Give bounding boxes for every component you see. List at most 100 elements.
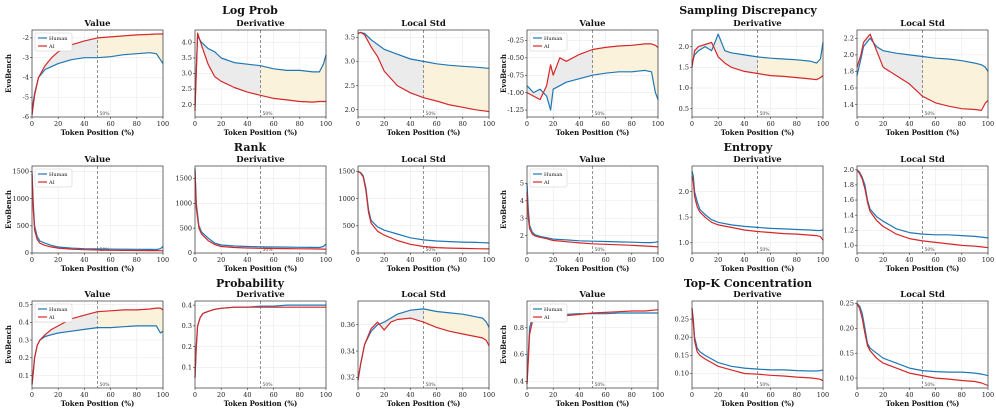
midpoint-marker-label: 50% bbox=[426, 382, 437, 388]
x-tick-label: 40 bbox=[80, 391, 88, 399]
midpoint-marker-label: 50% bbox=[760, 382, 771, 388]
y-tick-label: 0.10 bbox=[675, 370, 689, 378]
y-tick-label: 2.0 bbox=[182, 101, 192, 109]
y-tick-label: 1500 bbox=[338, 168, 355, 176]
x-tick-label: 40 bbox=[740, 391, 748, 399]
y-tick-label: 0.36 bbox=[341, 321, 355, 329]
axes-frame bbox=[856, 29, 989, 118]
x-tick-label: 40 bbox=[243, 391, 251, 399]
x-axis-label: Token Position (%) bbox=[556, 399, 630, 408]
midpoint-marker-label: 50% bbox=[925, 247, 936, 253]
x-tick-label: 100 bbox=[982, 391, 994, 399]
y-axis-label: EvoBench bbox=[499, 190, 508, 229]
axes-frame bbox=[526, 300, 659, 389]
x-axis-label: Token Position (%) bbox=[387, 128, 461, 137]
shade-region-early bbox=[857, 34, 923, 97]
group-title-entropy: Entropy bbox=[724, 141, 773, 154]
legend-label-human: Human bbox=[544, 36, 563, 42]
midpoint-marker-label: 50% bbox=[426, 111, 437, 117]
midpoint-marker-label: 50% bbox=[760, 111, 771, 117]
shade-region-late bbox=[97, 34, 163, 64]
midpoint-marker-label: 50% bbox=[760, 247, 771, 253]
shade-region-late bbox=[423, 308, 489, 346]
y-tick-label: -3 bbox=[23, 54, 29, 62]
y-tick-label: 0.25 bbox=[840, 300, 854, 308]
axes-frame bbox=[31, 300, 164, 389]
series-line-ai bbox=[31, 174, 164, 252]
y-axis-label: EvoBench bbox=[4, 190, 13, 229]
x-tick-label: 60 bbox=[269, 120, 277, 128]
panel-title: Value bbox=[578, 155, 606, 165]
axes-frame bbox=[357, 165, 490, 254]
y-axis-label: EvoBench bbox=[4, 54, 13, 93]
x-tick-label: 60 bbox=[106, 256, 114, 264]
y-tick-label: 1.5 bbox=[679, 63, 689, 71]
x-tick-label: 60 bbox=[766, 391, 774, 399]
y-tick-label: 2.5 bbox=[182, 85, 192, 93]
x-tick-label: 100 bbox=[982, 120, 994, 128]
legend: Human AI bbox=[529, 168, 568, 188]
legend-label-ai: AI bbox=[48, 315, 55, 321]
y-tick-label: 1000 bbox=[338, 195, 355, 203]
panel-title: Derivative bbox=[236, 155, 285, 165]
y-tick-label: 0.25 bbox=[675, 315, 689, 323]
x-tick-label: 80 bbox=[459, 391, 467, 399]
shade-region-late bbox=[423, 61, 489, 112]
legend: Human AI bbox=[34, 168, 73, 188]
x-tick-label: 40 bbox=[406, 391, 414, 399]
y-tick-label: 0 bbox=[188, 249, 192, 257]
panel-11: Local Std 50% 0 20 40 60 80 100 1.0 1.2 1.4 1.6 1.8 2… bbox=[844, 155, 995, 273]
panel-2: Local Std 50% 0 20 40 60 80 100 2.0 2.5 3.0 3.5 Toke… bbox=[345, 19, 496, 137]
axes-frame bbox=[31, 29, 164, 118]
series-line-human bbox=[856, 169, 989, 239]
x-tick-label: 60 bbox=[601, 391, 609, 399]
y-tick-label: 1.6 bbox=[844, 196, 854, 204]
x-tick-label: 100 bbox=[652, 120, 664, 128]
y-tick-label: -0.75 bbox=[507, 71, 524, 79]
y-tick-label: 0.4 bbox=[182, 301, 192, 309]
midpoint-marker-label: 50% bbox=[925, 382, 936, 388]
axes-frame bbox=[526, 165, 659, 254]
x-tick-label: 80 bbox=[958, 256, 966, 264]
x-tick-label: 60 bbox=[601, 256, 609, 264]
y-tick-label: 1.4 bbox=[844, 101, 854, 109]
panel-15: Value 50% 0 20 40 60 80 100 0.4 0.6 0.8 Token Posit… bbox=[499, 290, 664, 408]
panel-4: Derivative 50% 0 20 40 60 80 100 0.5 1.0 1.5 2.0 Tok… bbox=[679, 19, 830, 137]
x-axis-label: Token Position (%) bbox=[886, 264, 960, 273]
x-tick-label: 80 bbox=[958, 120, 966, 128]
shade-region-late bbox=[260, 54, 326, 103]
y-tick-label: 1000 bbox=[175, 199, 192, 207]
panel-14: Local Std 50% 0 20 40 60 80 100 0.32 0.34 0.36 Toke… bbox=[341, 290, 496, 408]
x-tick-label: 80 bbox=[133, 256, 141, 264]
series-line-ai bbox=[856, 303, 989, 387]
group-title-probability: Probability bbox=[216, 277, 285, 290]
x-tick-label: 60 bbox=[269, 391, 277, 399]
y-tick-label: -0.50 bbox=[507, 54, 524, 62]
x-tick-label: 40 bbox=[575, 391, 583, 399]
shade-region-early bbox=[32, 37, 98, 115]
x-tick-label: 0 bbox=[193, 391, 197, 399]
series-line-human bbox=[194, 168, 327, 249]
axes-frame bbox=[31, 165, 164, 254]
shade-region-late bbox=[757, 42, 823, 80]
x-tick-label: 80 bbox=[628, 391, 636, 399]
panel-9: Value 50% 0 20 40 60 80 100 2 3 4 5 Token Position (… bbox=[499, 155, 664, 273]
shade-region-early bbox=[358, 32, 424, 98]
x-tick-label: 20 bbox=[549, 391, 557, 399]
x-axis-label: Token Position (%) bbox=[721, 399, 795, 408]
y-tick-label: 500 bbox=[343, 222, 355, 230]
x-tick-label: 100 bbox=[157, 120, 169, 128]
panel-5: Local Std 50% 0 20 40 60 80 100 1.4 1.6 1.8 2.0 2.2 T… bbox=[844, 19, 995, 137]
x-tick-label: 0 bbox=[690, 120, 694, 128]
series-line-ai bbox=[691, 41, 824, 81]
x-tick-label: 80 bbox=[296, 256, 304, 264]
axes-frame bbox=[691, 165, 824, 254]
y-tick-label: -0.25 bbox=[507, 37, 524, 45]
y-tick-label: 1.2 bbox=[844, 227, 854, 235]
series-line-ai bbox=[856, 33, 989, 111]
x-tick-label: 0 bbox=[855, 391, 859, 399]
y-tick-label: 3.5 bbox=[182, 54, 192, 62]
x-tick-label: 0 bbox=[525, 120, 529, 128]
legend-label-ai: AI bbox=[543, 180, 550, 186]
